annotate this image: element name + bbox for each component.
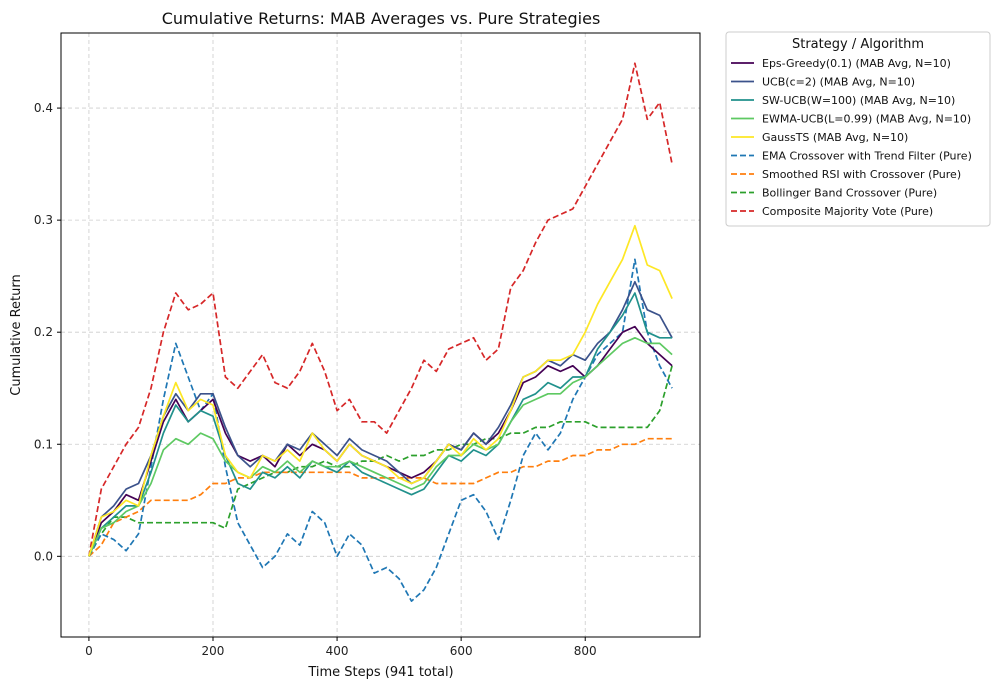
axes-frame: [60, 32, 701, 638]
y-tick-label: 0.1: [34, 437, 53, 451]
series-line: [88, 336, 673, 557]
y-tick-label: 0.0: [34, 549, 53, 563]
x-tick-label: 600: [450, 644, 473, 658]
legend-entry-label: Eps-Greedy(0.1) (MAB Avg, N=10): [762, 57, 951, 70]
series-line: [88, 62, 673, 557]
y-axis-title: Cumulative Return: [9, 274, 24, 395]
legend-entry-label: UCB(c=2) (MAB Avg, N=10): [762, 76, 915, 89]
y-tick-label: 0.4: [34, 101, 53, 115]
x-tick-label: 400: [326, 644, 349, 658]
legend-entry-label: EMA Crossover with Trend Filter (Pure): [762, 150, 972, 163]
series-line: [88, 224, 673, 557]
legend-box: [725, 31, 991, 227]
legend-entry-label: Bollinger Band Crossover (Pure): [762, 187, 937, 200]
legend-entry-label: Composite Majority Vote (Pure): [762, 205, 933, 218]
y-tick-label: 0.3: [34, 213, 53, 227]
plot-area: [88, 62, 673, 602]
y-tick-label: 0.2: [34, 325, 53, 339]
x-tick-label: 800: [574, 644, 597, 658]
legend: Strategy / Algorithm Eps-Greedy(0.1) (MA…: [725, 31, 991, 227]
chart-title: Cumulative Returns: MAB Averages vs. Pur…: [162, 9, 601, 28]
legend-entry-label: SW-UCB(W=100) (MAB Avg, N=10): [762, 94, 955, 107]
x-tick-label: 0: [85, 644, 93, 658]
series-line: [88, 258, 673, 602]
x-tick-label: 200: [202, 644, 225, 658]
grid: [61, 33, 700, 637]
legend-entry-label: EWMA-UCB(L=0.99) (MAB Avg, N=10): [762, 113, 971, 126]
series-line: [88, 437, 673, 557]
legend-title: Strategy / Algorithm: [792, 37, 924, 52]
axis-ticks: 0 200 400 600 800 0.0 0.1 0.2 0.3 0.4: [34, 101, 597, 658]
series-line: [88, 292, 673, 557]
x-axis-title: Time Steps (941 total): [307, 665, 453, 680]
legend-entry-label: Smoothed RSI with Crossover (Pure): [762, 168, 961, 181]
legend-entry-label: GaussTS (MAB Avg, N=10): [762, 131, 908, 144]
